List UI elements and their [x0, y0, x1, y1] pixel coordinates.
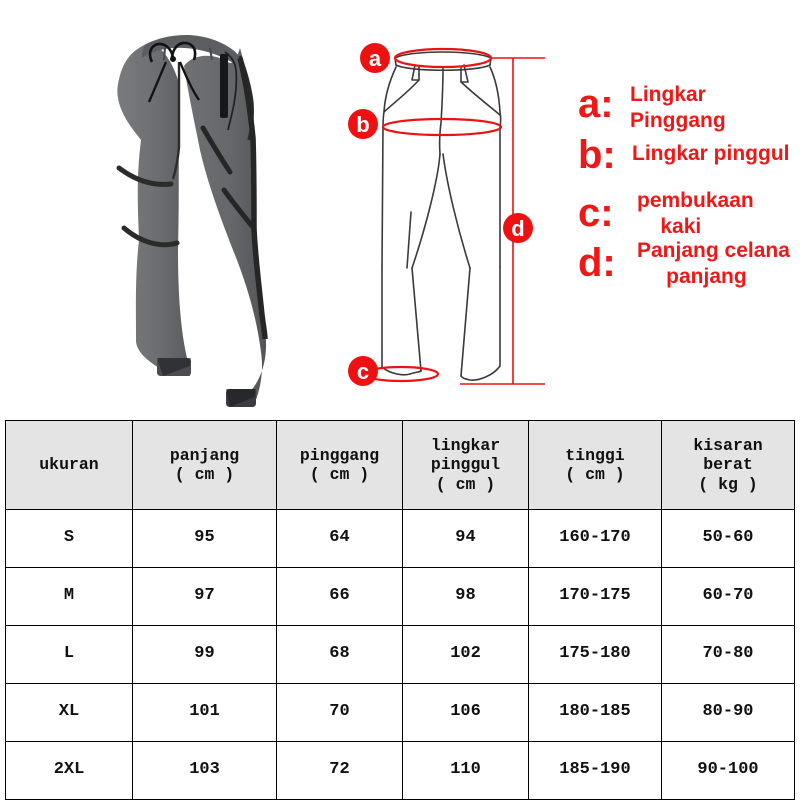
svg-text:c: c	[357, 359, 369, 384]
svg-text:a: a	[369, 46, 382, 71]
svg-text:d: d	[511, 216, 524, 241]
svg-text:b: b	[356, 112, 369, 137]
